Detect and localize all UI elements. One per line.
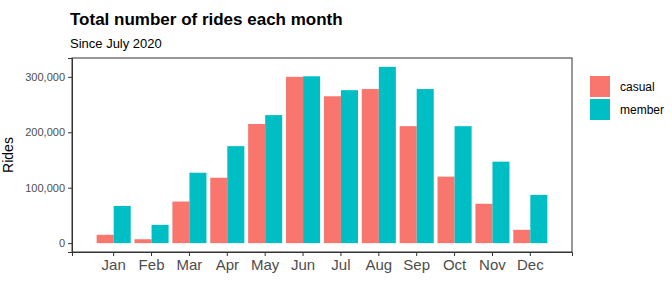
legend-item: casual: [590, 76, 655, 97]
bar: [172, 202, 189, 244]
title: Total number of rides each month: [70, 10, 343, 29]
x-tick-label: Mar: [177, 256, 203, 273]
legend-swatch: [590, 76, 610, 97]
subtitle: Since July 2020: [70, 36, 162, 51]
y-tick-mark: [68, 77, 72, 78]
x-tick-label: Aug: [365, 256, 392, 273]
x-tick: Feb: [139, 252, 165, 273]
bar: [248, 124, 265, 243]
legend-swatch: [590, 99, 610, 120]
x-tick-label: Sep: [403, 256, 430, 273]
x-tick-label: Jan: [102, 256, 126, 273]
x-tick-label: Jul: [331, 256, 350, 273]
bar: [513, 230, 530, 243]
legend-label: casual: [620, 80, 655, 94]
bar: [114, 206, 131, 243]
plot: 0 100,000 200,000 300,000 Jan Feb Mar Apr May Jun…: [25, 58, 572, 273]
bar: [492, 162, 509, 243]
legend-item: member: [590, 99, 664, 120]
bar: [210, 178, 227, 243]
y-tick-label: 200,000: [25, 126, 65, 138]
bar: [362, 89, 379, 243]
bar: [135, 239, 152, 243]
legend-label: member: [620, 103, 664, 117]
y-tick-mark: [68, 243, 72, 244]
x-tick-label: Jun: [291, 256, 315, 273]
bar: [152, 225, 169, 243]
bars: [97, 67, 548, 243]
x-tick: Jun: [291, 252, 315, 273]
x-tick: Jul: [331, 252, 350, 273]
y-axis-line: [68, 59, 73, 253]
y-tick-label: 100,000: [25, 182, 65, 194]
y-tick-label: 0: [59, 237, 65, 249]
legend: casual member: [590, 76, 664, 120]
bar: [286, 77, 303, 243]
bar: [400, 126, 417, 243]
x-tick: Nov: [479, 252, 506, 273]
bar: [455, 126, 472, 243]
y-tick: 0: [59, 237, 72, 249]
bar: [341, 90, 358, 243]
y-axis: 0 100,000 200,000 300,000: [25, 59, 72, 253]
y-tick: 100,000: [25, 182, 72, 194]
bar: [530, 195, 547, 243]
x-tick-label: Feb: [139, 256, 165, 273]
bar: [303, 76, 320, 243]
chart: Total number of rides each month Since Ju…: [0, 0, 672, 288]
y-tick: 200,000: [25, 126, 72, 138]
x-tick: Jan: [102, 252, 126, 273]
x-tick-label: Apr: [216, 256, 239, 273]
x-tick-label: Nov: [479, 256, 506, 273]
bar: [324, 96, 341, 243]
bar: [97, 235, 114, 243]
x-tick: Mar: [177, 252, 203, 273]
x-tick-label: Dec: [517, 256, 544, 273]
x-tick: May: [251, 252, 280, 273]
y-tick-mark: [68, 188, 72, 189]
bar: [379, 67, 396, 243]
x-axis: Jan Feb Mar Apr May Jun Jul Aug Sep Oct Nov Dec: [73, 252, 573, 273]
bar: [227, 146, 244, 243]
x-tick: Dec: [517, 252, 544, 273]
x-tick: Aug: [365, 252, 392, 273]
x-tick: Sep: [403, 252, 430, 273]
y-tick-mark: [68, 132, 72, 133]
bar: [265, 115, 282, 243]
x-tick: Oct: [443, 252, 467, 273]
y-tick-label: 300,000: [25, 71, 65, 83]
y-tick: 300,000: [25, 71, 72, 83]
panel-border: [72, 58, 572, 252]
bar: [475, 204, 492, 243]
bar: [438, 177, 455, 244]
x-tick-label: May: [251, 256, 280, 273]
y-axis-title: Rides: [0, 137, 16, 173]
bar: [417, 89, 434, 243]
bar: [189, 173, 206, 243]
x-tick-label: Oct: [443, 256, 467, 273]
x-tick: Apr: [216, 252, 239, 273]
